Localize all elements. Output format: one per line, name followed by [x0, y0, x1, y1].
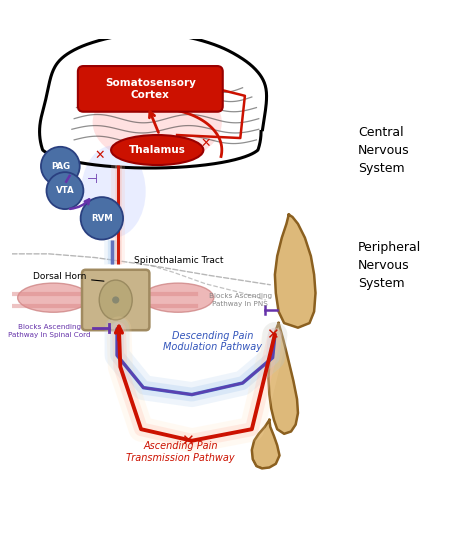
- Text: Thalamus: Thalamus: [129, 145, 186, 155]
- Text: ✕: ✕: [94, 149, 105, 162]
- Polygon shape: [39, 33, 266, 168]
- Text: ✕: ✕: [266, 327, 279, 342]
- Text: Blocks Ascending
Pathway In Spinal Cord: Blocks Ascending Pathway In Spinal Cord: [9, 324, 91, 338]
- Text: Dorsal Horn: Dorsal Horn: [33, 272, 104, 281]
- Text: Descending Pain
Modulation Pathway: Descending Pain Modulation Pathway: [163, 330, 262, 352]
- Ellipse shape: [18, 283, 89, 312]
- Ellipse shape: [92, 81, 222, 164]
- Text: Spinothalamic Tract: Spinothalamic Tract: [134, 256, 224, 265]
- Text: Ascending Pain
Transmission Pathway: Ascending Pain Transmission Pathway: [126, 442, 235, 463]
- Text: Central
Nervous
System: Central Nervous System: [358, 125, 410, 174]
- Ellipse shape: [99, 280, 132, 320]
- Text: PAG: PAG: [51, 161, 70, 171]
- Ellipse shape: [81, 145, 146, 238]
- Polygon shape: [252, 420, 280, 468]
- Ellipse shape: [142, 283, 214, 312]
- Ellipse shape: [111, 135, 203, 165]
- Text: Peripheral
Nervous
System: Peripheral Nervous System: [358, 241, 421, 290]
- Circle shape: [41, 147, 80, 186]
- Text: Blocks Ascending
Pathway In PNS: Blocks Ascending Pathway In PNS: [209, 293, 272, 307]
- FancyBboxPatch shape: [82, 270, 149, 330]
- FancyBboxPatch shape: [78, 66, 223, 112]
- Text: Somatosensory
Cortex: Somatosensory Cortex: [105, 78, 196, 100]
- Circle shape: [81, 197, 123, 240]
- Text: ✕: ✕: [201, 137, 211, 150]
- Text: RVM: RVM: [91, 214, 113, 223]
- Circle shape: [46, 172, 83, 209]
- Circle shape: [112, 296, 119, 303]
- Polygon shape: [275, 214, 316, 328]
- Text: ✕: ✕: [181, 433, 193, 448]
- Polygon shape: [268, 323, 298, 434]
- Text: VTA: VTA: [55, 186, 74, 195]
- Text: ⊣: ⊣: [87, 173, 98, 186]
